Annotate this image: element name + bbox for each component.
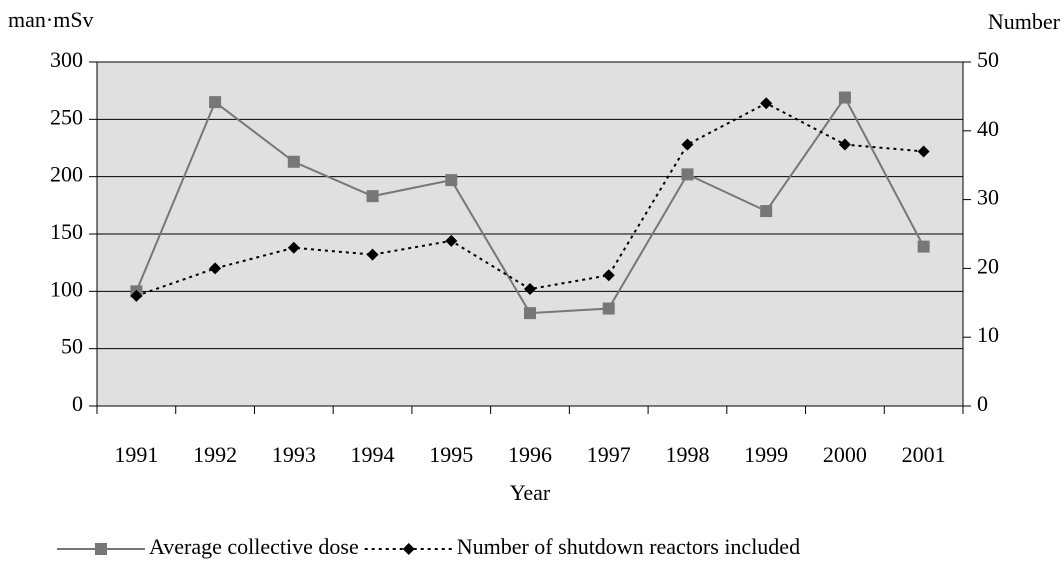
y-tick-label: 200 bbox=[50, 162, 83, 187]
data-point bbox=[287, 241, 300, 254]
data-point bbox=[602, 302, 615, 315]
x-tick-label: 1992 bbox=[193, 442, 237, 467]
data-point bbox=[681, 168, 694, 181]
data-point bbox=[287, 155, 300, 168]
data-point bbox=[838, 91, 851, 104]
y-tick-label: 0 bbox=[72, 391, 83, 416]
data-point bbox=[524, 283, 536, 296]
data-point bbox=[445, 234, 458, 247]
y-tick-label: 150 bbox=[50, 219, 83, 244]
x-axis-title: Year bbox=[510, 480, 551, 505]
x-tick-label: 1997 bbox=[587, 442, 631, 467]
data-point bbox=[209, 96, 222, 109]
data-point bbox=[917, 145, 930, 158]
data-point bbox=[445, 174, 458, 187]
y-axis-title: man·mSv bbox=[8, 7, 94, 32]
x-tick-label: 1998 bbox=[665, 442, 709, 467]
x-tick-label: 1991 bbox=[114, 442, 158, 467]
y2-tick-label: 20 bbox=[977, 253, 999, 278]
y2-tick-label: 50 bbox=[977, 47, 999, 72]
y2-axis-title: Number bbox=[988, 9, 1061, 34]
y-tick-label: 250 bbox=[50, 104, 83, 129]
x-tick-label: 1994 bbox=[351, 442, 395, 467]
data-point bbox=[681, 138, 694, 151]
legend-label: Number of shutdown reactors included bbox=[457, 534, 800, 559]
y-tick-label: 100 bbox=[50, 276, 83, 301]
y-tick-label: 300 bbox=[50, 47, 83, 72]
data-point bbox=[524, 307, 536, 320]
x-tick-label: 2001 bbox=[902, 442, 946, 467]
data-point bbox=[917, 240, 930, 253]
legend-marker bbox=[402, 543, 415, 555]
data-point bbox=[130, 289, 143, 302]
data-point bbox=[366, 248, 379, 261]
y2-tick-label: 40 bbox=[977, 116, 999, 141]
data-point bbox=[760, 97, 773, 110]
data-point bbox=[209, 262, 222, 275]
y2-tick-label: 30 bbox=[977, 185, 999, 210]
data-point bbox=[366, 190, 379, 203]
legend-label: Average collective dose bbox=[149, 534, 359, 559]
x-tick-label: 1999 bbox=[744, 442, 788, 467]
data-point bbox=[838, 138, 851, 151]
x-tick-label: 2000 bbox=[823, 442, 867, 467]
data-point bbox=[602, 269, 615, 282]
legend-marker bbox=[95, 543, 107, 555]
x-tick-label: 1995 bbox=[429, 442, 473, 467]
y2-tick-label: 0 bbox=[977, 391, 988, 416]
y-tick-label: 50 bbox=[61, 334, 83, 359]
x-tick-label: 1993 bbox=[272, 442, 316, 467]
data-point bbox=[760, 205, 773, 218]
y2-tick-label: 10 bbox=[977, 322, 999, 347]
x-tick-label: 1996 bbox=[508, 442, 552, 467]
